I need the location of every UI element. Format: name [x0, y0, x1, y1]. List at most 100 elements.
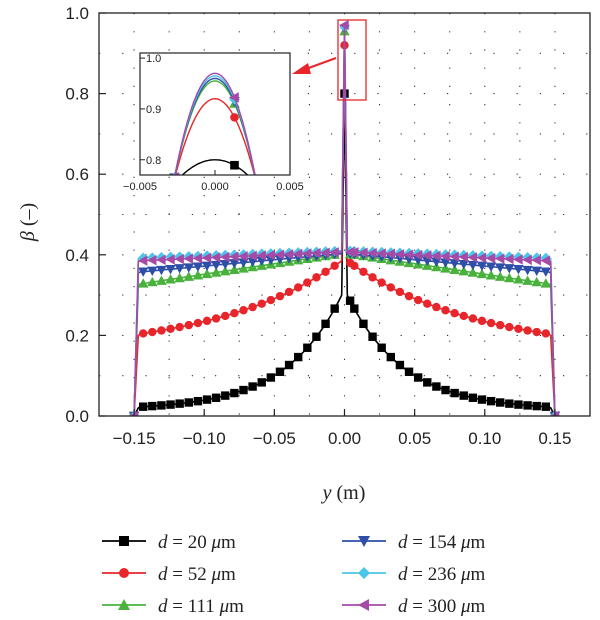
inset-data-point	[173, 172, 179, 175]
legend-value: = 154	[408, 532, 461, 553]
data-point	[238, 263, 249, 273]
data-point	[174, 272, 185, 283]
legend-value: = 20	[168, 532, 212, 553]
y-tick-label: 0.6	[65, 165, 89, 184]
data-point	[329, 247, 339, 258]
data-point	[422, 250, 432, 261]
data-point	[238, 258, 249, 268]
data-point	[210, 267, 222, 277]
data-point	[359, 319, 368, 329]
data-point	[440, 263, 451, 273]
data-point	[147, 266, 158, 277]
data-point	[476, 261, 488, 272]
data-point	[450, 308, 459, 318]
series-1	[129, 89, 560, 416]
data-point	[440, 258, 451, 268]
data-point	[230, 308, 239, 318]
data-point	[522, 275, 533, 285]
data-point	[174, 264, 185, 274]
data-point	[432, 302, 441, 312]
data-point	[247, 250, 257, 262]
legend-unit-mu: μ	[460, 564, 471, 585]
legend-unit-rest: m	[229, 596, 244, 617]
data-point	[368, 273, 377, 282]
legend-symbol: d	[398, 532, 408, 553]
data-point	[458, 265, 469, 276]
inset-plot: −0.005 0.000 0.005 0.8 0.9 1.0	[123, 52, 304, 193]
data-point	[540, 278, 552, 288]
data-point	[423, 378, 432, 387]
inset-series-6	[173, 72, 256, 175]
x-axis-symbol: y	[321, 482, 332, 504]
inset-data-point	[229, 92, 239, 103]
data-point	[221, 311, 230, 321]
data-point	[201, 268, 213, 279]
data-point	[504, 272, 515, 283]
zoom-box	[337, 19, 367, 101]
y-axis-unit: (–)	[17, 203, 39, 231]
inset-data-point	[230, 113, 239, 122]
x-tick-label: 0.10	[468, 429, 501, 448]
data-point	[485, 253, 496, 264]
inset-data-point	[170, 179, 179, 188]
data-point	[312, 332, 321, 341]
data-point	[175, 322, 184, 332]
inset-x-tick-label: 0.005	[276, 181, 304, 193]
inset-plot-area	[169, 72, 256, 188]
data-point	[266, 373, 276, 382]
data-point	[531, 266, 542, 277]
legend-value: = 111	[168, 596, 220, 617]
data-point	[349, 247, 359, 258]
data-point	[377, 278, 386, 287]
inset-series-line	[174, 97, 256, 175]
data-point	[395, 360, 405, 370]
data-point	[220, 265, 231, 276]
data-point	[156, 265, 167, 276]
data-point	[440, 251, 450, 262]
data-point	[476, 252, 487, 264]
legend-marker	[119, 536, 129, 546]
data-point	[257, 299, 266, 308]
x-tick-label: 0.05	[398, 429, 431, 448]
data-point	[441, 385, 450, 395]
data-point	[165, 264, 176, 275]
data-point	[248, 302, 257, 312]
data-point	[468, 314, 478, 323]
data-point	[514, 400, 523, 409]
data-point	[532, 401, 541, 411]
zoom-arrow-head	[292, 63, 311, 74]
y-tick-label: 0.0	[65, 407, 89, 426]
data-point	[175, 399, 184, 408]
data-point	[311, 247, 321, 259]
data-point	[467, 260, 479, 271]
data-point	[486, 318, 496, 328]
data-point	[137, 255, 148, 266]
data-point	[210, 252, 221, 263]
data-point	[449, 251, 459, 262]
data-point	[303, 343, 312, 352]
inset-x-tick-label: 0.000	[201, 181, 229, 193]
legend-unit-mu: μ	[460, 532, 471, 553]
legend-marker	[118, 599, 130, 610]
data-point	[459, 391, 468, 400]
plot-area	[128, 19, 561, 416]
data-point	[541, 329, 551, 338]
data-point	[229, 264, 240, 274]
axes: −0.15 −0.10 −0.05 0.00 0.05 0.10 0.15 0.0 0.2 0.4…	[65, 4, 571, 448]
y-tick-label: 0.2	[65, 326, 89, 345]
y-axis-symbol: β	[17, 231, 39, 242]
data-point	[541, 402, 551, 411]
data-point	[522, 254, 532, 266]
data-point	[201, 252, 212, 264]
data-point	[540, 255, 551, 266]
data-point	[404, 291, 414, 301]
zoom-arrow-line	[305, 57, 337, 70]
series-6	[128, 19, 560, 416]
data-point	[257, 378, 266, 387]
x-axis-label: y (m)	[321, 482, 366, 504]
legend-unit-mu: μ	[460, 596, 471, 617]
data-point	[431, 250, 441, 262]
data-point	[138, 402, 148, 411]
x-tick-label: −0.15	[113, 429, 156, 448]
legend-unit-mu: μ	[210, 532, 221, 553]
